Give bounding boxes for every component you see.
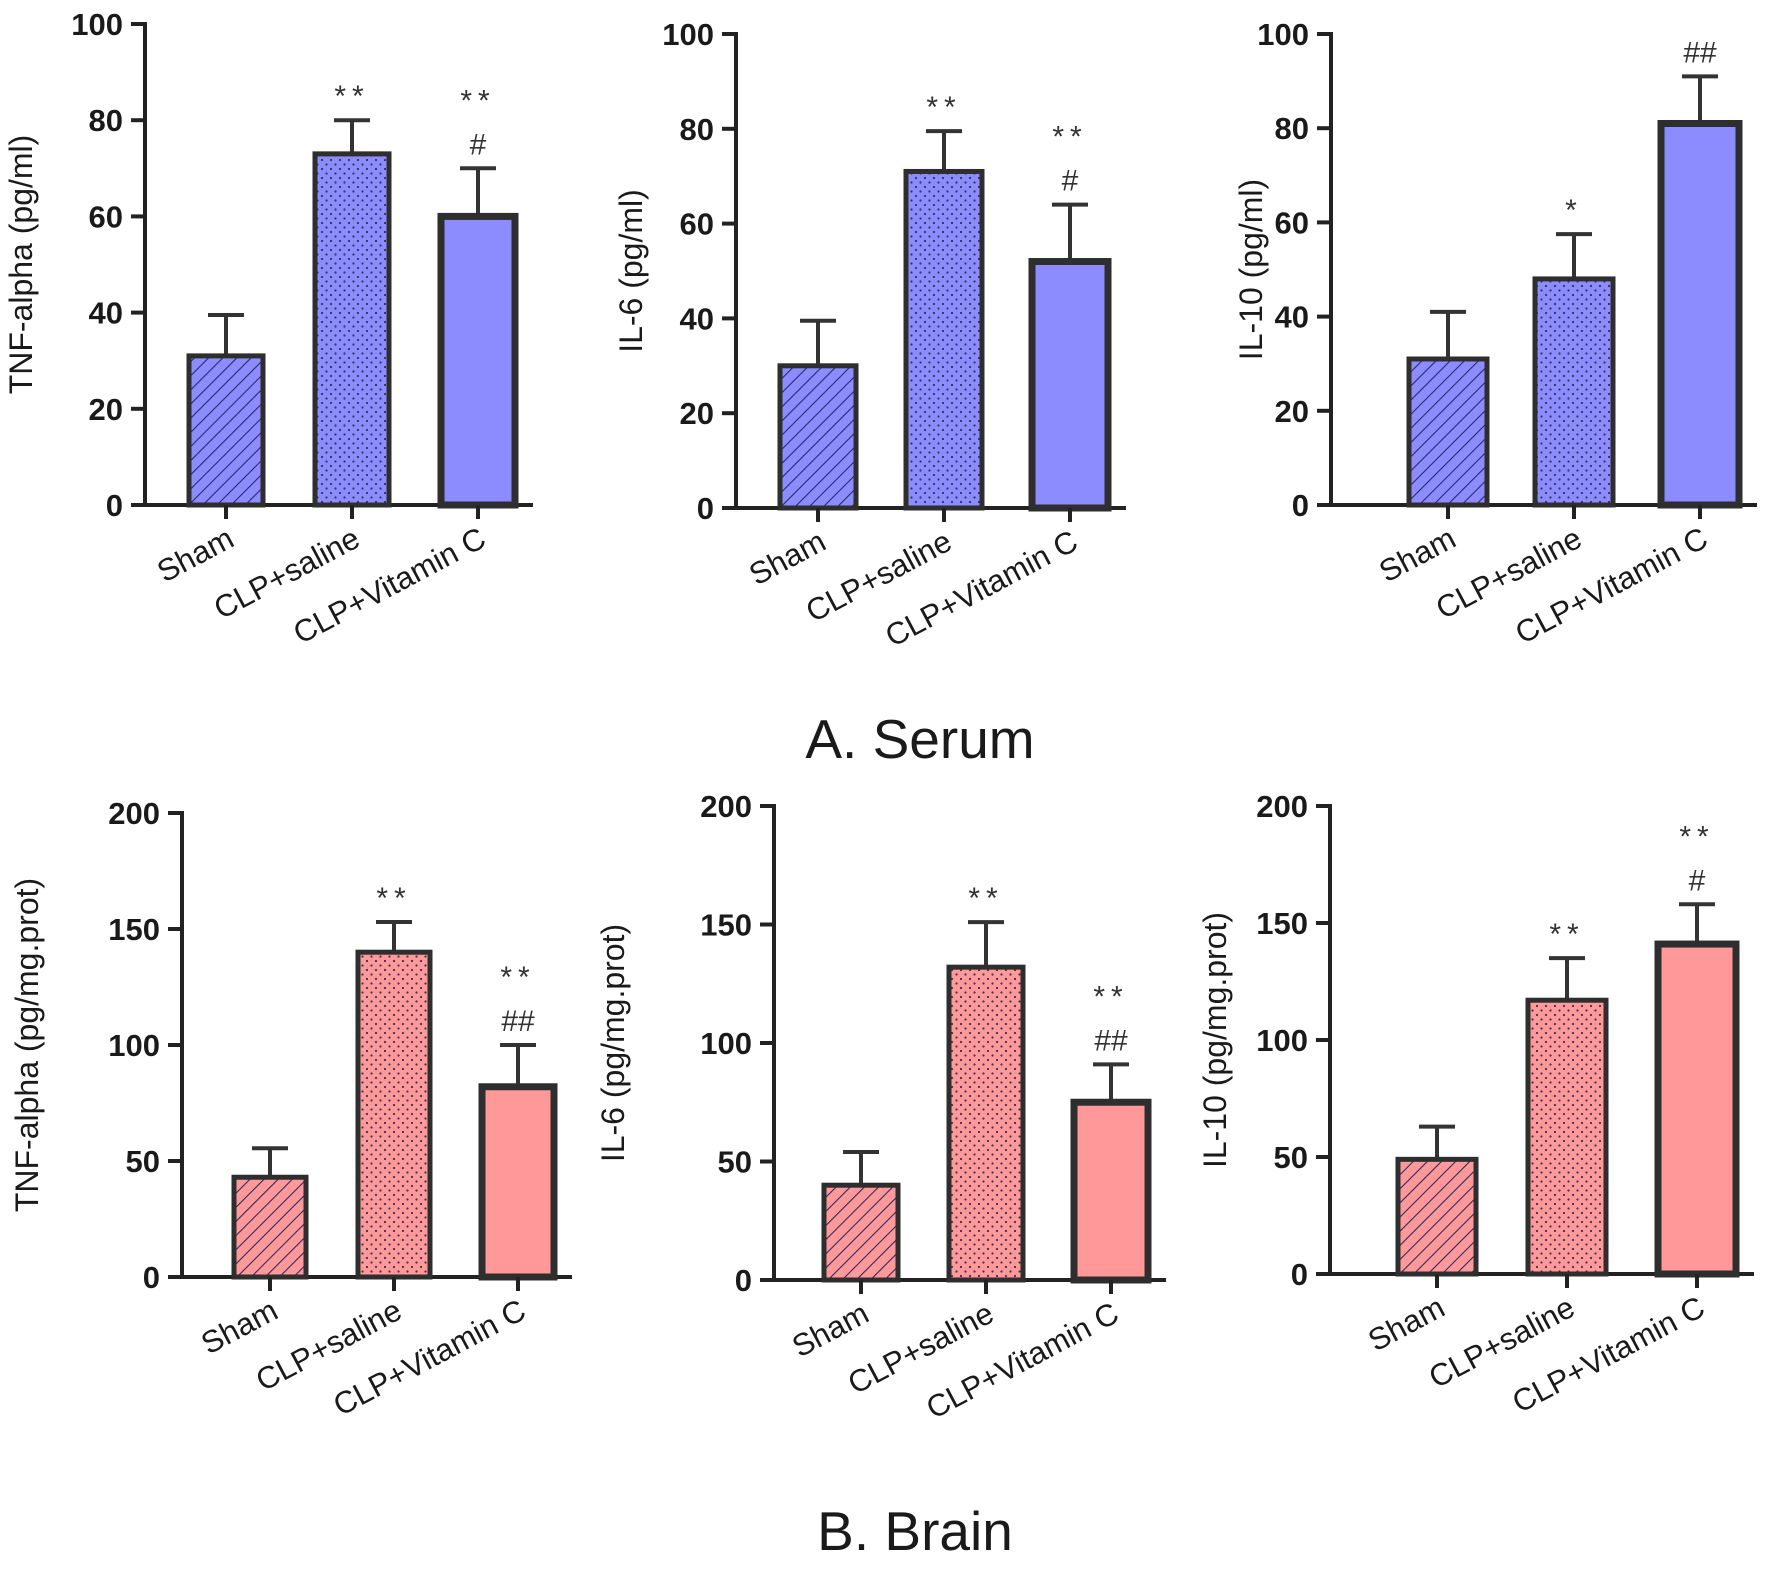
significance-marker: **: [926, 91, 961, 124]
significance-marker: **: [968, 882, 1003, 915]
y-tick-label: 80: [680, 112, 714, 147]
bar-dot-pattern: [1535, 278, 1613, 505]
significance-marker: **: [334, 80, 369, 113]
y-tick-label: 200: [108, 796, 160, 831]
significance-marker: **: [1093, 980, 1128, 1013]
y-tick-label: 40: [1275, 300, 1309, 335]
y-tick-label: 100: [700, 1026, 752, 1061]
bar-clp-vitamin-c: [1661, 123, 1739, 506]
bar-hatch-pattern: [780, 365, 856, 508]
y-tick-label: 80: [89, 103, 123, 138]
y-tick-label: 0: [1292, 488, 1309, 523]
y-tick-label: 60: [680, 207, 714, 242]
y-tick-label: 100: [1256, 1023, 1308, 1058]
bar-clp-vitamin-c: [1074, 1102, 1148, 1280]
x-tick-label: Sham: [743, 523, 831, 592]
x-tick-label: Sham: [195, 1292, 283, 1361]
y-axis-title: TNF-alpha (pg/mg.prot): [9, 878, 45, 1212]
y-tick-label: 50: [718, 1145, 752, 1180]
section-title-serum: A. Serum: [805, 708, 1034, 770]
y-axis-title: IL-6 (pg/mg.prot): [595, 924, 631, 1162]
y-tick-label: 50: [1274, 1140, 1308, 1175]
y-tick-label: 150: [700, 908, 752, 943]
x-tick-label: Sham: [786, 1295, 874, 1364]
bar-hatch-pattern: [234, 1177, 306, 1277]
bar-clp-vitamin-c: [1032, 261, 1108, 508]
significance-marker: **: [1549, 918, 1584, 951]
x-tick-label: Sham: [1362, 1289, 1450, 1358]
y-tick-label: 150: [1256, 906, 1308, 941]
y-tick-label: 40: [89, 296, 123, 331]
y-axis-title: IL-10 (pg/ml): [1233, 179, 1269, 360]
bar-dot-pattern: [315, 153, 389, 505]
bar-hatch-pattern: [1398, 1159, 1476, 1274]
bar-clp-vitamin-c: [482, 1086, 554, 1277]
bar-dot-pattern: [1528, 1000, 1606, 1274]
bar-hatch-pattern: [189, 355, 263, 505]
significance-marker: #: [1062, 165, 1079, 198]
significance-marker: *: [1565, 194, 1583, 227]
y-tick-label: 0: [106, 488, 123, 523]
y-tick-label: 50: [126, 1144, 160, 1179]
y-tick-label: 20: [1275, 394, 1309, 429]
bar-clp-vitamin-c: [1658, 944, 1736, 1274]
bar-dot-pattern: [906, 171, 982, 508]
significance-marker: ##: [1094, 1024, 1128, 1057]
significance-marker: ##: [1683, 36, 1717, 69]
y-tick-label: 200: [1256, 789, 1308, 824]
y-tick-label: 60: [89, 199, 123, 234]
y-tick-label: 20: [89, 392, 123, 427]
bar-dot-pattern: [949, 967, 1023, 1280]
significance-marker: **: [500, 961, 535, 994]
y-tick-label: 100: [1257, 17, 1309, 52]
y-tick-label: 40: [680, 301, 714, 336]
y-tick-label: 0: [697, 491, 714, 526]
y-axis-title: IL-10 (pg/mg.prot): [1197, 912, 1233, 1168]
significance-marker: **: [1052, 121, 1087, 154]
bar-hatch-pattern: [824, 1185, 898, 1280]
significance-marker: ##: [501, 1005, 535, 1038]
y-tick-label: 150: [108, 912, 160, 947]
y-axis-title: TNF-alpha (pg/ml): [3, 135, 39, 395]
significance-marker: #: [470, 128, 487, 161]
significance-marker: **: [376, 882, 411, 915]
x-tick-label: Sham: [151, 520, 239, 589]
y-tick-label: 0: [735, 1263, 752, 1298]
y-tick-label: 100: [108, 1028, 160, 1063]
significance-marker: #: [1689, 864, 1706, 897]
section-title-brain: B. Brain: [817, 1500, 1013, 1562]
y-tick-label: 60: [1275, 205, 1309, 240]
y-tick-label: 100: [662, 17, 714, 52]
y-tick-label: 100: [71, 7, 123, 42]
significance-marker: **: [1679, 820, 1714, 853]
y-tick-label: 0: [1291, 1257, 1308, 1292]
y-axis-title: IL-6 (pg/ml): [613, 189, 649, 353]
y-tick-label: 0: [143, 1260, 160, 1295]
significance-marker: **: [460, 84, 495, 117]
bar-dot-pattern: [358, 952, 430, 1277]
bar-clp-vitamin-c: [441, 216, 515, 505]
y-tick-label: 200: [700, 789, 752, 824]
x-tick-label: Sham: [1373, 520, 1461, 589]
y-tick-label: 80: [1275, 111, 1309, 146]
bar-hatch-pattern: [1409, 358, 1487, 505]
y-tick-label: 20: [680, 396, 714, 431]
